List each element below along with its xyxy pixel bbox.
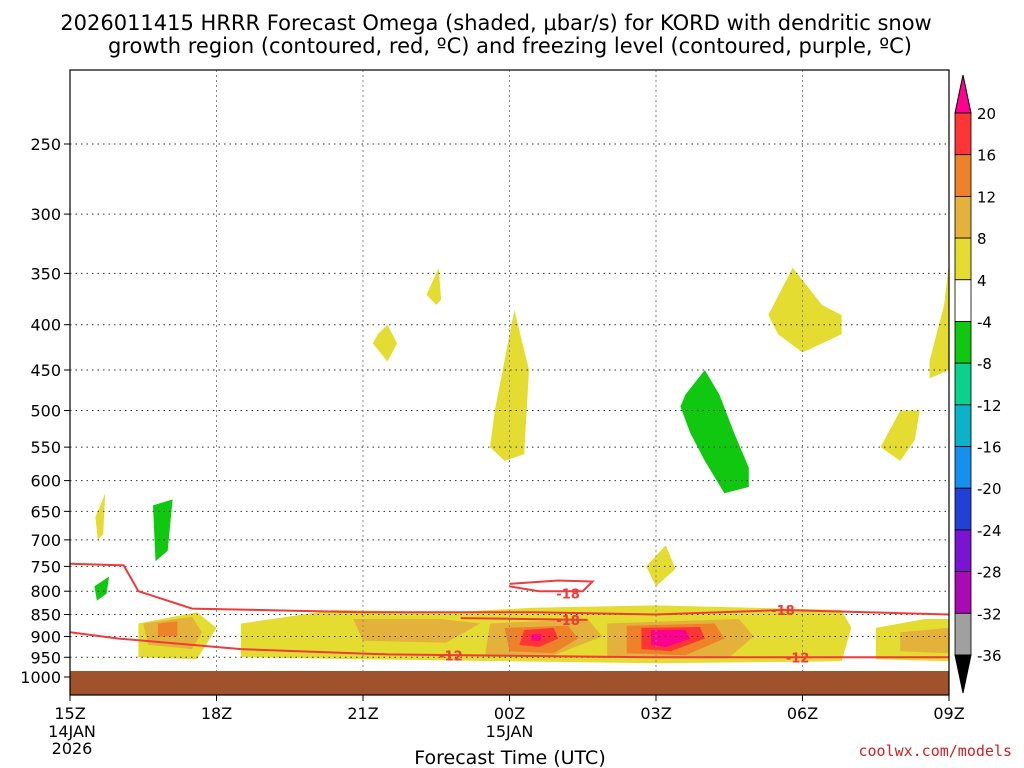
x-tick-label-00Z: 00Z [494, 704, 525, 723]
colorbar-box-3 [954, 237, 972, 281]
y-tick-label-300: 300 [30, 205, 61, 224]
colorbar-label-8: -16 [977, 439, 1002, 457]
colorbar-label-2: 12 [977, 188, 996, 206]
y-tick-label-650: 650 [30, 502, 61, 521]
x-tick-label-18Z: 18Z [201, 704, 232, 723]
colorbar-label-4: 4 [977, 272, 987, 290]
omega-region-2 [153, 499, 173, 562]
colorbar-label-12: -32 [977, 605, 1002, 623]
omega-region-22 [680, 370, 749, 494]
omega-region-18 [646, 545, 676, 587]
colorbar-box-9 [954, 487, 972, 531]
y-tick-label-500: 500 [30, 402, 61, 421]
colorbar-label-11: -28 [977, 564, 1002, 582]
y-tick-label-600: 600 [30, 472, 61, 491]
omega-region-15 [651, 630, 691, 647]
x-tick-label-06Z: 06Z [787, 704, 818, 723]
colorbar-label-6: -8 [977, 355, 992, 373]
colorbar-box-7 [954, 404, 972, 447]
dgz-contour-layer: -18 -18 -18 -12 -12 [69, 562, 950, 666]
colorbar-label-5: -4 [977, 313, 992, 331]
colorbar-label-9: -20 [977, 480, 1002, 498]
y-axis: 250 300 350 400 450 500 550 600 650 700 750 800 850 9… [20, 135, 70, 687]
colorbar-box-4 [954, 279, 972, 322]
y-tick-label-450: 450 [30, 361, 61, 380]
dgz-contour-3 [460, 617, 588, 621]
dgz-label-0-0: -18 [771, 604, 795, 619]
omega-region-20 [372, 324, 398, 362]
omega-region-0 [95, 493, 106, 540]
x-sublabel-15Z-0: 14JAN [48, 722, 96, 741]
omega-region-21 [426, 267, 442, 305]
y-tick-label-1000: 1000 [20, 668, 61, 687]
credit-text[interactable]: coolwx.com/models [858, 742, 1012, 760]
colorbar-label-3: 8 [977, 230, 987, 248]
colorbar-label-7: -12 [977, 397, 1002, 415]
ground-fill [70, 671, 949, 695]
dgz-label-2-0: -18 [556, 588, 580, 603]
colorbar-box-12 [954, 612, 972, 656]
x-axis-label: Forecast Time (UTC) [414, 747, 605, 768]
chart-title-line1: 2026011415 HRRR Forecast Omega (shaded, … [60, 11, 931, 35]
x-sublabel-00Z-0: 15JAN [486, 722, 534, 741]
omega-region-11 [531, 634, 542, 641]
omega-region-5 [157, 621, 178, 637]
colorbar-box-5 [954, 321, 972, 364]
y-tick-label-850: 850 [30, 606, 61, 625]
y-tick-label-800: 800 [30, 582, 61, 601]
dgz-contour-2 [509, 579, 595, 593]
omega-region-24 [880, 410, 920, 461]
colorbar-box-8 [954, 446, 972, 489]
dgz-label-4-0: -12 [439, 650, 463, 665]
y-tick-label-950: 950 [30, 648, 61, 667]
omega-region-1 [94, 576, 110, 601]
x-tick-label-15Z: 15Z [54, 704, 85, 723]
y-tick-label-350: 350 [30, 264, 61, 283]
colorbar-box-0 [954, 112, 972, 156]
omega-region-17 [900, 627, 949, 654]
omega-region-23 [768, 267, 842, 353]
colorbar-box-2 [954, 195, 972, 239]
colorbar-box-10 [954, 529, 972, 573]
dgz-contour-4 [69, 631, 949, 659]
colorbar-box-11 [954, 571, 972, 614]
colorbar-bottom-triangle [954, 654, 972, 694]
ground-layer [70, 671, 949, 695]
dgz-contour-0 [69, 562, 950, 616]
colorbar-label-0: 20 [977, 105, 996, 123]
chart-title-line2: growth region (contoured, red, ºC) and f… [108, 34, 912, 58]
colorbar-top-triangle [954, 74, 972, 114]
x-tick-label-21Z: 21Z [347, 704, 378, 723]
colorbar-label-1: 16 [977, 147, 996, 165]
y-tick-label-400: 400 [30, 316, 61, 335]
dgz-label-3-0: -18 [556, 614, 580, 629]
colorbar: 20 16 12 8 4 -4 -8 -12 -16 -20 -24 -28 -32 -36 [954, 74, 1002, 694]
y-tick-label-550: 550 [30, 438, 61, 457]
x-tick-label-03Z: 03Z [640, 704, 671, 723]
colorbar-label-13: -36 [977, 647, 1002, 665]
colorbar-box-1 [954, 154, 972, 197]
y-tick-label-250: 250 [30, 135, 61, 154]
y-tick-label-900: 900 [30, 627, 61, 646]
x-sublabel-15Z-1: 2026 [52, 739, 93, 758]
omega-shading-layer [94, 262, 949, 664]
dgz-label-4-1: -12 [786, 651, 810, 666]
colorbar-box-6 [954, 362, 972, 406]
y-tick-label-750: 750 [30, 557, 61, 576]
omega-region-25 [929, 262, 949, 379]
x-tick-label-09Z: 09Z [933, 704, 964, 723]
colorbar-label-10: -24 [977, 522, 1002, 540]
y-tick-label-700: 700 [30, 531, 61, 550]
